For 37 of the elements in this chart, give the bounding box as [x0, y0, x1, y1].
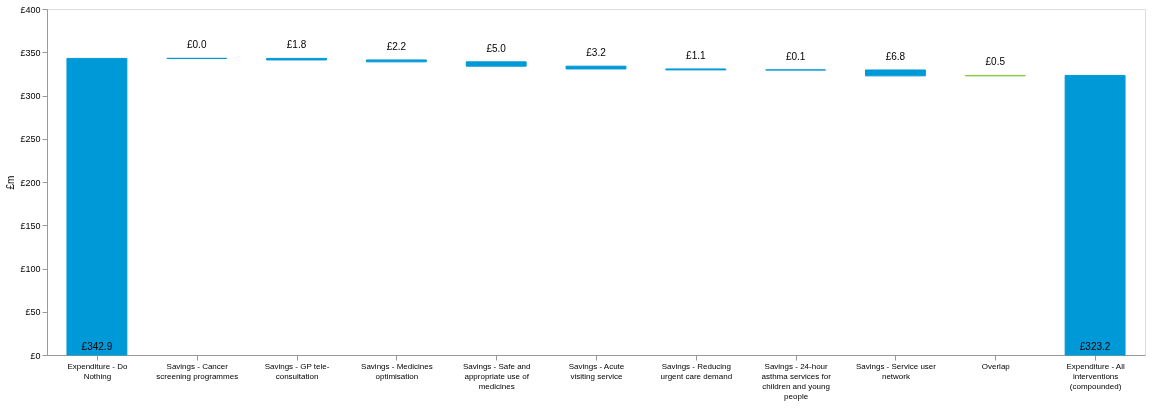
- x-tick-label: Savings - Cancer screening programmes: [156, 361, 239, 381]
- x-tick-label: Expenditure - All interventions (compounded): [1066, 361, 1125, 391]
- data-label: £1.1: [686, 49, 706, 61]
- bar: [1064, 74, 1126, 356]
- bar: [865, 69, 926, 77]
- bar: [565, 65, 627, 70]
- y-tick-label: £250: [20, 134, 41, 145]
- bar: [66, 57, 128, 356]
- y-tick-label: £350: [20, 47, 41, 58]
- data-label: £0.5: [985, 56, 1006, 68]
- x-tick-label: Savings - GP tele-consultation: [264, 361, 330, 381]
- y-tick-label: £200: [20, 177, 41, 188]
- data-label: £0.1: [785, 50, 806, 62]
- x-tick-label: Savings - Acute visiting service: [568, 361, 625, 381]
- y-tick-label: £300: [20, 91, 41, 101]
- x-tick-label: Savings - Reducing urgent care demand: [660, 361, 733, 381]
- data-label: £1.8: [286, 39, 307, 51]
- y-tick-label: £400: [20, 4, 41, 15]
- data-label: £323.2: [1079, 341, 1111, 352]
- y-tick-label: £0: [30, 350, 41, 361]
- x-tick-label: Savings - Safe and appropriate use of medicines: [462, 361, 531, 391]
- x-tick-label: Savings - Medicines optimisation: [361, 361, 433, 381]
- y-tick-label: £50: [25, 307, 41, 318]
- x-tick-label: Savings - Service user network: [855, 361, 937, 381]
- data-label: £6.8: [885, 50, 906, 62]
- x-tick-label: Expenditure - Do Nothing: [67, 361, 128, 381]
- y-tick-label: £100: [20, 264, 41, 274]
- bar: [465, 61, 527, 67]
- data-label: £2.2: [386, 40, 407, 52]
- data-label: £5.0: [486, 42, 507, 54]
- data-label: £0.0: [186, 39, 207, 51]
- x-tick-label: Savings - 24-hour asthma services for children and young people: [761, 361, 832, 401]
- data-label: £3.2: [586, 47, 607, 59]
- y-tick-label: £150: [20, 220, 41, 231]
- y-axis-title: £m: [5, 175, 17, 190]
- data-label: £342.9: [81, 341, 113, 352]
- x-tick-label: Overlap: [981, 361, 1011, 371]
